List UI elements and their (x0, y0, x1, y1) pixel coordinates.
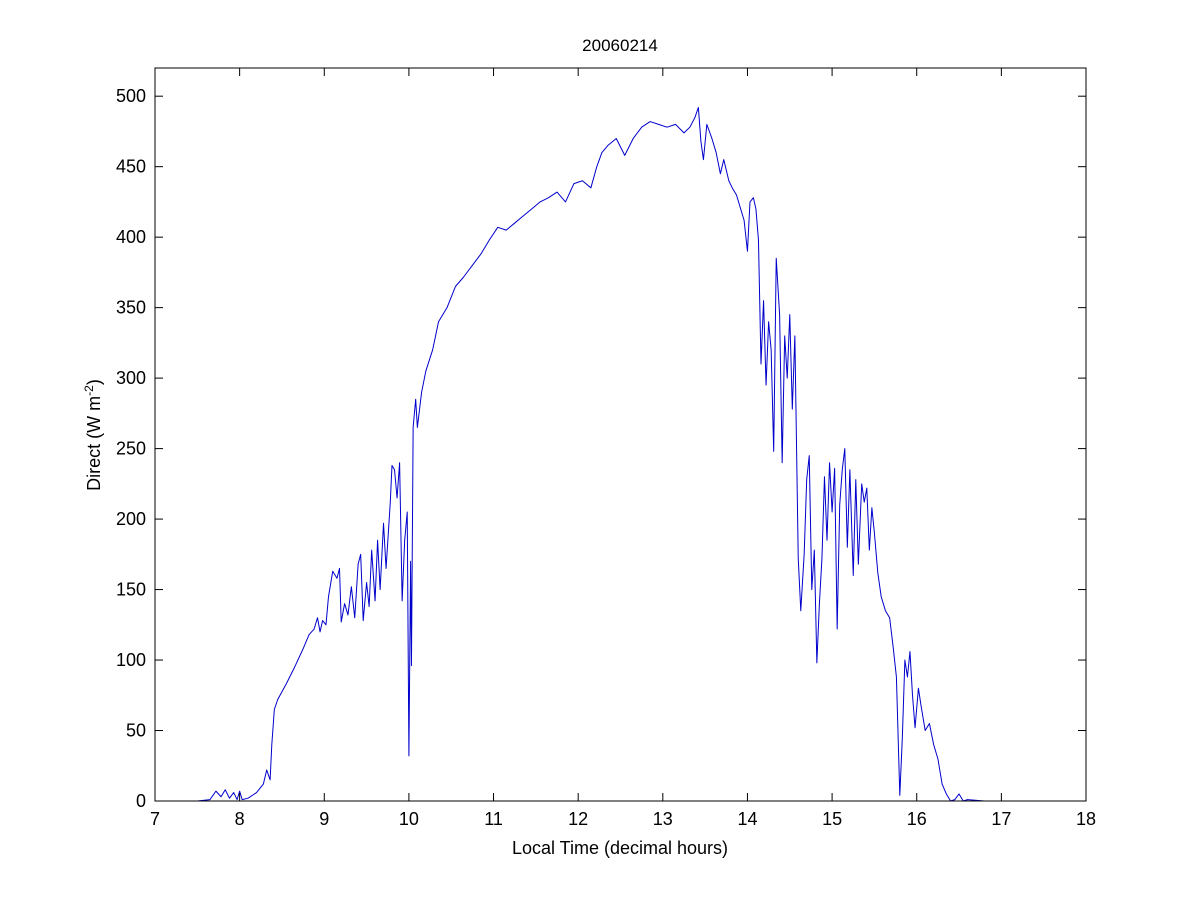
y-tick-label: 0 (136, 791, 146, 811)
x-tick-label: 8 (235, 809, 245, 829)
plot-area (155, 68, 1086, 801)
x-tick-label: 15 (822, 809, 842, 829)
y-tick-label: 100 (116, 650, 146, 670)
x-tick-label: 14 (737, 809, 757, 829)
y-axis-ticks: 0 50 100 150 200 250 300 350 400 450 500 (116, 86, 1086, 811)
x-tick-label: 10 (399, 809, 419, 829)
series-layer (171, 106, 985, 802)
x-axis-ticks: 7 8 9 10 11 12 13 14 15 16 17 18 (150, 68, 1096, 829)
y-tick-label: 350 (116, 298, 146, 318)
y-axis-label: Direct (W m-2) (82, 379, 104, 491)
chart-title: 20060214 (582, 36, 658, 55)
y-tick-label: 300 (116, 368, 146, 388)
x-tick-label: 9 (319, 809, 329, 829)
x-tick-label: 18 (1076, 809, 1096, 829)
y-tick-label: 500 (116, 86, 146, 106)
axes-box (154, 67, 1087, 802)
y-tick-label: 400 (116, 227, 146, 247)
x-tick-label: 11 (484, 809, 503, 829)
y-axis-label-superscript: -2 (82, 385, 96, 396)
x-tick-label: 12 (568, 809, 588, 829)
y-tick-label: 250 (116, 439, 146, 459)
x-axis-label: Local Time (decimal hours) (512, 838, 728, 858)
y-tick-label: 50 (126, 721, 146, 741)
y-tick-label: 450 (116, 157, 146, 177)
y-axis-label-main: Direct (W m (84, 396, 104, 491)
y-tick-label: 200 (116, 509, 146, 529)
x-tick-label: 7 (150, 809, 160, 829)
y-tick-label: 150 (116, 580, 146, 600)
x-tick-label: 16 (907, 809, 927, 829)
series-line (171, 106, 985, 802)
x-tick-label: 17 (991, 809, 1011, 829)
x-tick-label: 13 (653, 809, 673, 829)
y-axis-label-suffix: ) (84, 379, 104, 385)
